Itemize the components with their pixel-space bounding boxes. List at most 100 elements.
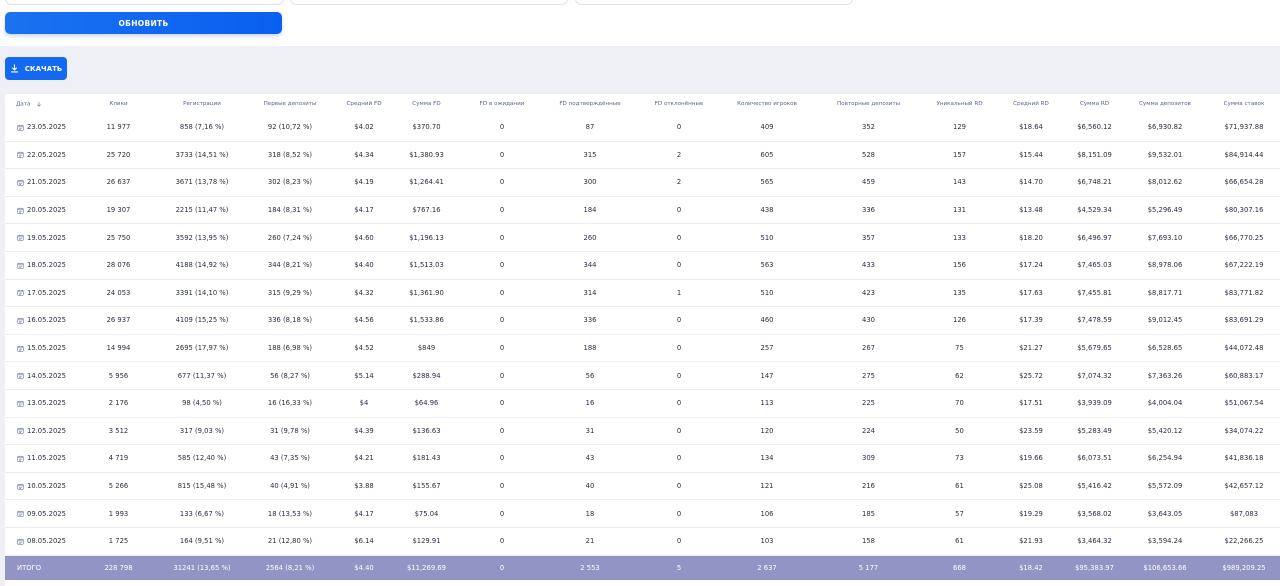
column-header[interactable]: Дата (5, 94, 77, 114)
table-cell: 0 (637, 444, 721, 473)
table-cell: 0 (461, 223, 543, 252)
table-cell: 0 (637, 472, 721, 501)
table-cell: 3592 (13,95 %) (160, 223, 244, 252)
table-cell: 43 (7,35 %) (244, 444, 336, 473)
table-cell: 21 (543, 527, 637, 556)
table-cell: 460 (721, 306, 813, 335)
table-cell: 87 (543, 114, 637, 142)
total-cell: 31241 (13,65 %) (160, 555, 244, 580)
table-cell: $18.64 (995, 114, 1067, 142)
table-cell: 133 (6,67 %) (160, 499, 244, 528)
table-cell: 4109 (15,25 %) (160, 306, 244, 335)
table-cell: 131 (924, 196, 995, 225)
table-cell: 433 (813, 251, 924, 280)
table-cell: $22,266.25 (1208, 527, 1280, 556)
total-cell: 2 553 (543, 555, 637, 580)
table-cell: 16 (543, 389, 637, 418)
table-cell: $1,513.03 (392, 251, 461, 280)
table-cell: $17.24 (995, 251, 1067, 280)
filter-field-3[interactable] (575, 0, 853, 5)
column-header-label: Первые депозиты (263, 101, 317, 107)
table-cell: 318 (8,52 %) (244, 141, 336, 170)
table-cell: $66,654.28 (1208, 168, 1280, 197)
table-cell: 0 (461, 114, 543, 142)
table-cell: 73 (924, 444, 995, 473)
total-cell: 2 637 (721, 555, 813, 580)
table-cell: 164 (9,51 %) (160, 527, 244, 556)
total-row: ИТОГО 228 798 31241 (13,65 %) 2564 (8,21 %)… (5, 555, 1280, 580)
table-cell: 0 (637, 223, 721, 252)
column-header: FD в ожидании (461, 94, 543, 114)
table-cell: 157 (924, 141, 995, 170)
table-cell: $4.17 (336, 499, 392, 528)
table-cell: $6,528.65 (1122, 334, 1208, 363)
table-cell: $6,560.12 (1067, 114, 1122, 142)
table-row: 21.05.2025 26 637 3671 (13,78 %) 302 (8,23 … (5, 168, 1280, 197)
total-cell: 228 798 (77, 555, 160, 580)
column-header: Первые депозиты (244, 94, 336, 114)
table-cell: 0 (461, 499, 543, 528)
filter-field-1[interactable] (5, 0, 284, 5)
total-cell: $11,269.69 (392, 555, 461, 580)
table-cell: $25.72 (995, 361, 1067, 390)
table-cell: $129.91 (392, 527, 461, 556)
table-cell: 0 (461, 334, 543, 363)
column-header-label: FD в ожидании (479, 101, 525, 107)
table-cell: 0 (637, 499, 721, 528)
table-row: 14.05.2025 5 956 677 (11,37 %) 56 (8,27 %) $… (5, 361, 1280, 390)
table-cell: $7,465.03 (1067, 251, 1122, 280)
table-cell: 459 (813, 168, 924, 197)
table-cell: 1 993 (77, 499, 160, 528)
date-value: 13.05.2025 (27, 399, 66, 408)
table-cell: $21.93 (995, 527, 1067, 556)
filter-field-2[interactable] (290, 0, 568, 5)
date-value: 15.05.2025 (27, 344, 66, 353)
table-cell: $3.88 (336, 472, 392, 501)
table-cell: $3,939.09 (1067, 389, 1122, 418)
table-cell: $3,643.05 (1122, 499, 1208, 528)
table-cell: $4.60 (336, 223, 392, 252)
table-cell: 0 (461, 417, 543, 446)
download-button[interactable]: СКАЧАТЬ (5, 57, 67, 80)
table-cell: 11 977 (77, 114, 160, 142)
date-value: 20.05.2025 (27, 206, 66, 215)
table-row: 09.05.2025 1 993 133 (6,67 %) 18 (13,53 %) $… (5, 499, 1280, 528)
table-cell: 2 (637, 168, 721, 197)
table-cell: $51,067.54 (1208, 389, 1280, 418)
calendar-icon (17, 372, 24, 379)
table-cell: $3,568.02 (1067, 499, 1122, 528)
table-cell: $8,978.06 (1122, 251, 1208, 280)
table-cell: 2215 (11,47 %) (160, 196, 244, 225)
table-cell: 106 (721, 499, 813, 528)
stats-table: Дата Клики Регистрации Первые депозиты Средн… (5, 94, 1280, 580)
table-cell: $7,363.26 (1122, 361, 1208, 390)
table-row: 23.05.2025 11 977 858 (7,16 %) 92 (10,72 %)… (5, 114, 1280, 142)
date-cell: 16.05.2025 (5, 306, 77, 335)
column-header: Количество игроков (721, 94, 813, 114)
table-cell: 5 266 (77, 472, 160, 501)
table-cell: 344 (8,21 %) (244, 251, 336, 280)
refresh-button[interactable]: ОБНОВИТЬ (5, 12, 282, 34)
date-cell: 12.05.2025 (5, 417, 77, 446)
table-cell: $8,817.71 (1122, 279, 1208, 308)
calendar-icon (17, 262, 24, 269)
table-cell: 1 725 (77, 527, 160, 556)
date-cell: 11.05.2025 (5, 444, 77, 473)
table-cell: $4.21 (336, 444, 392, 473)
date-cell: 17.05.2025 (5, 279, 77, 308)
total-cell: 2564 (8,21 %) (244, 555, 336, 580)
total-cell: $989,209.25 (1208, 555, 1280, 580)
table-cell: 50 (924, 417, 995, 446)
sort-icon[interactable] (36, 101, 42, 107)
table-cell: 184 (543, 196, 637, 225)
table-cell: $4.17 (336, 196, 392, 225)
table-cell: $1,264.41 (392, 168, 461, 197)
table-cell: 430 (813, 306, 924, 335)
table-cell: 16 (16,33 %) (244, 389, 336, 418)
date-value: 11.05.2025 (27, 454, 66, 463)
column-header: Сумма ставок (1208, 94, 1280, 114)
table-cell: $1,533.86 (392, 306, 461, 335)
table-cell: 158 (813, 527, 924, 556)
table-cell: $7,074.32 (1067, 361, 1122, 390)
table-cell: 185 (813, 499, 924, 528)
